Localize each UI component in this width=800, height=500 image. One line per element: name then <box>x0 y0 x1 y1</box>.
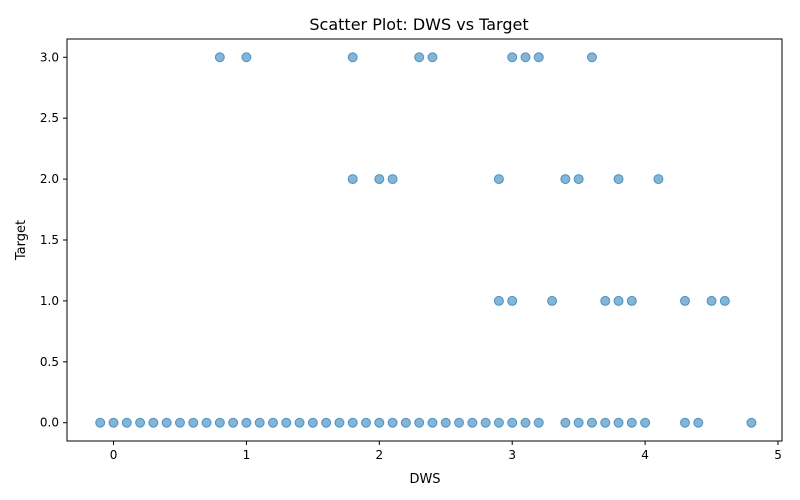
data-point <box>626 417 637 428</box>
data-point <box>533 52 544 63</box>
data-point <box>188 417 199 428</box>
data-point <box>347 174 358 185</box>
data-point <box>480 417 491 428</box>
data-point <box>374 417 385 428</box>
data-point <box>520 52 531 63</box>
data-point <box>573 174 584 185</box>
data-point <box>400 417 411 428</box>
y-tick-label: 2.5 <box>40 111 59 125</box>
data-point <box>507 417 518 428</box>
data-point <box>613 417 624 428</box>
data-point <box>387 174 398 185</box>
data-point <box>507 295 518 306</box>
data-point <box>706 295 717 306</box>
chart-title: Scatter Plot: DWS vs Target <box>309 15 528 34</box>
x-axis-ticks: 0 1 2 3 4 5 <box>110 441 782 462</box>
data-point <box>347 417 358 428</box>
data-point <box>174 417 185 428</box>
data-point <box>586 52 597 63</box>
data-point <box>600 417 611 428</box>
data-point <box>307 417 318 428</box>
x-tick-label: 0 <box>110 448 118 462</box>
data-point <box>693 417 704 428</box>
data-point <box>573 417 584 428</box>
y-axis-ticks: 0.0 0.5 1.0 1.5 2.0 2.5 3.0 <box>40 50 67 430</box>
data-point <box>387 417 398 428</box>
x-tick-label: 2 <box>375 448 383 462</box>
points-layer <box>95 52 757 428</box>
data-point <box>626 295 637 306</box>
data-point <box>746 417 757 428</box>
data-point <box>241 52 252 63</box>
data-point <box>653 174 664 185</box>
data-point <box>241 417 252 428</box>
y-tick-label: 0.5 <box>40 355 59 369</box>
data-point <box>640 417 651 428</box>
x-tick-label: 1 <box>243 448 251 462</box>
data-point <box>414 52 425 63</box>
data-point <box>427 52 438 63</box>
data-point <box>148 417 159 428</box>
data-point <box>679 417 690 428</box>
data-point <box>254 417 265 428</box>
data-point <box>507 52 518 63</box>
data-point <box>547 295 558 306</box>
data-point <box>135 417 146 428</box>
y-tick-label: 0.0 <box>40 416 59 430</box>
x-tick-label: 4 <box>641 448 649 462</box>
data-point <box>613 174 624 185</box>
y-axis-label: Target <box>14 220 29 261</box>
y-tick-label: 2.0 <box>40 172 59 186</box>
data-point <box>121 417 132 428</box>
y-tick-label: 3.0 <box>40 50 59 64</box>
data-point <box>493 174 504 185</box>
data-point <box>361 417 372 428</box>
data-point <box>467 417 478 428</box>
data-point <box>374 174 385 185</box>
y-tick-label: 1.0 <box>40 294 59 308</box>
data-point <box>560 174 571 185</box>
data-point <box>493 417 504 428</box>
data-point <box>586 417 597 428</box>
data-point <box>533 417 544 428</box>
data-point <box>613 295 624 306</box>
x-axis-label: DWS <box>409 472 440 487</box>
y-tick-label: 1.5 <box>40 233 59 247</box>
data-point <box>520 417 531 428</box>
data-point <box>228 417 239 428</box>
data-point <box>161 417 172 428</box>
data-point <box>214 52 225 63</box>
data-point <box>334 417 345 428</box>
data-point <box>719 295 730 306</box>
data-point <box>427 417 438 428</box>
data-point <box>679 295 690 306</box>
x-tick-label: 5 <box>774 448 782 462</box>
data-point <box>214 417 225 428</box>
data-point <box>414 417 425 428</box>
data-point <box>600 295 611 306</box>
data-point <box>281 417 292 428</box>
x-tick-label: 3 <box>508 448 516 462</box>
data-point <box>201 417 212 428</box>
data-point <box>321 417 332 428</box>
data-point <box>560 417 571 428</box>
data-point <box>267 417 278 428</box>
data-point <box>440 417 451 428</box>
data-point <box>95 417 106 428</box>
data-point <box>294 417 305 428</box>
data-point <box>454 417 465 428</box>
data-point <box>347 52 358 63</box>
data-point <box>108 417 119 428</box>
data-point <box>493 295 504 306</box>
